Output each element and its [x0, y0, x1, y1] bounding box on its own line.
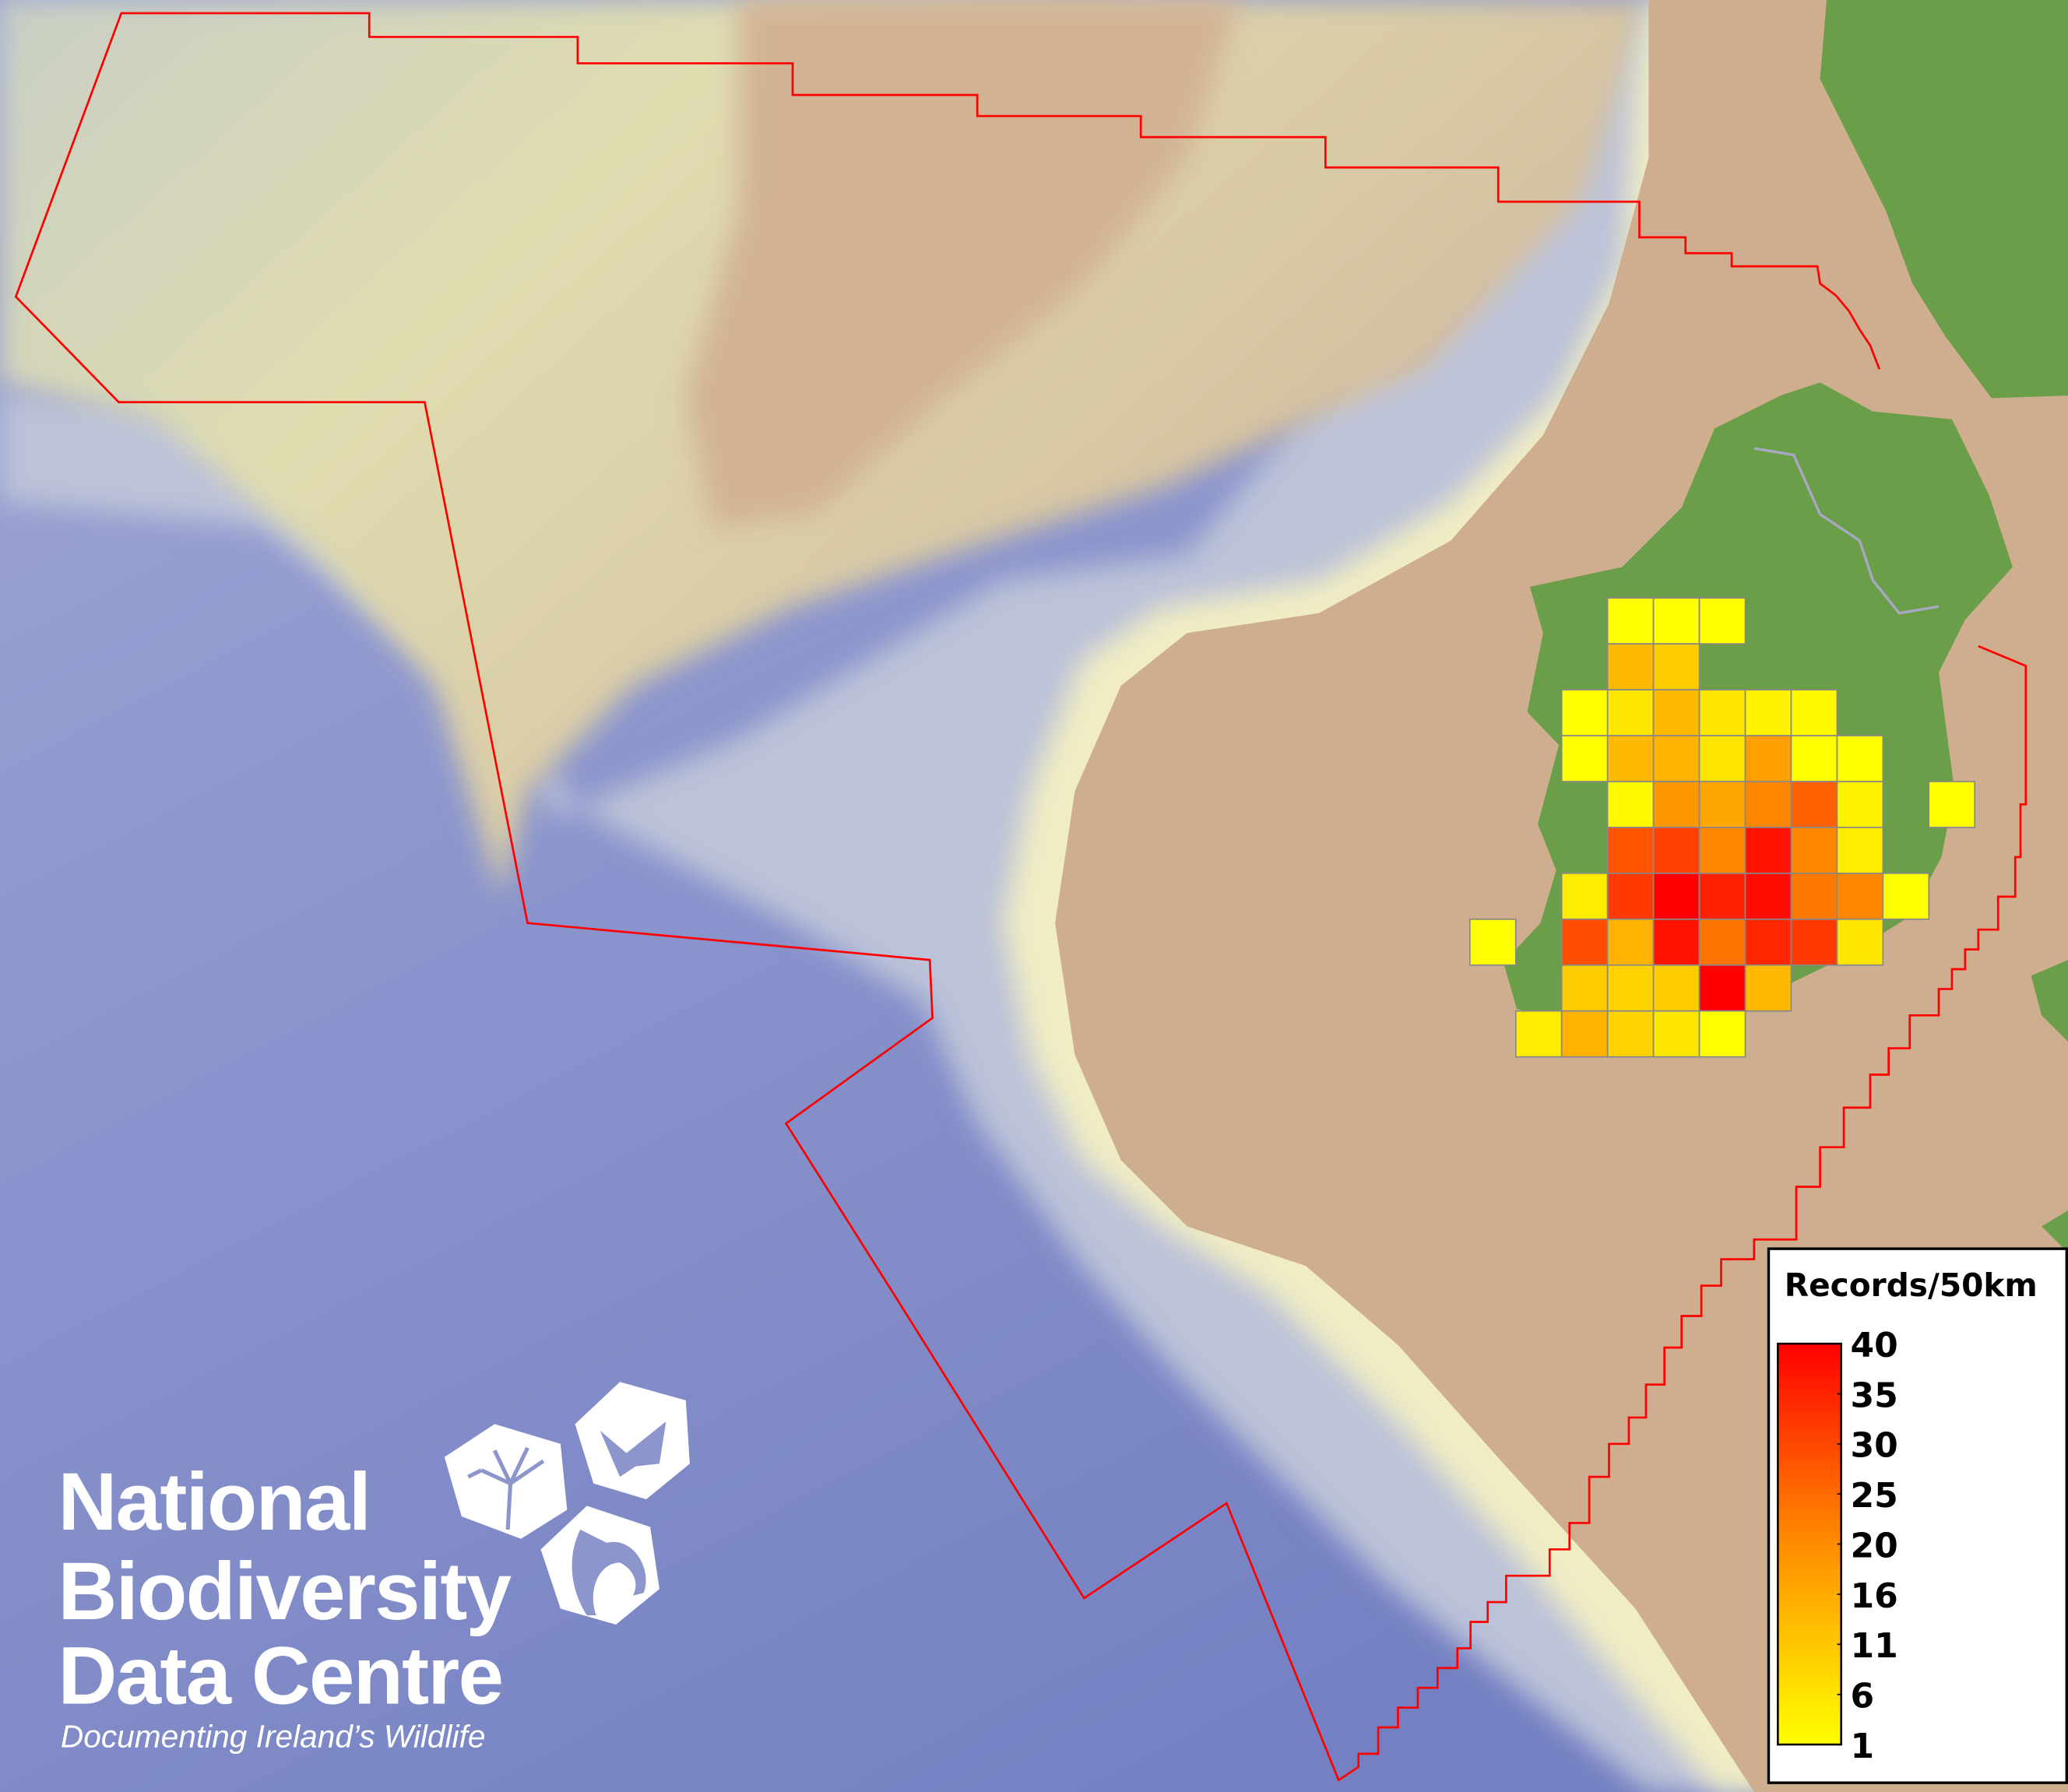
- grid-cell: [1698, 1010, 1746, 1058]
- legend-tick-label: 20: [1851, 1526, 1898, 1565]
- grid-cell: [1836, 918, 1884, 966]
- grid-cell: [1560, 918, 1609, 966]
- scotland-landmass: [1820, 0, 2068, 399]
- legend-title: Records/50km: [1785, 1267, 2038, 1304]
- legend-tick-label: 40: [1851, 1326, 1898, 1365]
- grid-cell: [1652, 735, 1700, 782]
- grid-cell: [1744, 918, 1792, 966]
- grid-cell: [1560, 1010, 1609, 1058]
- grid-cell: [1698, 781, 1746, 828]
- grid-cell: [1606, 873, 1655, 920]
- grid-cell: [1606, 964, 1655, 1012]
- grid-cell: [1560, 735, 1609, 782]
- grid-cell: [1928, 781, 1976, 828]
- tree-icon: [444, 1424, 568, 1539]
- shelf-tan-north: [685, 0, 1240, 528]
- grid-cell: [1606, 643, 1655, 690]
- grid-cell: [1882, 873, 1930, 920]
- legend: Records/50km 40 35 30 25 20 16 11 6 1: [1767, 1247, 2068, 1784]
- grid-cell: [1606, 735, 1655, 782]
- legend-tick-label: 30: [1851, 1426, 1898, 1466]
- grid-cell: [1698, 827, 1746, 874]
- grid-cell: [1652, 918, 1700, 966]
- legend-tick-label: 6: [1851, 1677, 1875, 1716]
- grid-cell: [1560, 689, 1609, 736]
- grid-cell: [1652, 1010, 1700, 1058]
- grid-cell: [1744, 873, 1792, 920]
- grid-cell: [1836, 735, 1884, 782]
- logo-line-biodiversity: Biodiversity: [58, 1546, 512, 1637]
- grid-cell: [1836, 873, 1884, 920]
- grid-cell: [1652, 643, 1700, 690]
- grid-cell: [1698, 689, 1746, 736]
- grid-cell: [1744, 689, 1792, 736]
- grid-cell: [1652, 873, 1700, 920]
- logo-tagline: Documenting Ireland’s Wildlife: [61, 1718, 486, 1754]
- grid-cell: [1698, 918, 1746, 966]
- grid-cell: [1790, 827, 1838, 874]
- grid-cell: [1698, 735, 1746, 782]
- northern-ireland-border: [1753, 447, 1940, 615]
- grid-cell: [1836, 781, 1884, 828]
- grid-cell: [1560, 964, 1609, 1012]
- grid-cell: [1652, 827, 1700, 874]
- eez-boundary-line: [14, 12, 2028, 1782]
- grid-cell: [1698, 873, 1746, 920]
- grid-cell: [1652, 689, 1700, 736]
- legend-tick-label: 25: [1851, 1476, 1898, 1516]
- grid-cell: [1514, 1010, 1563, 1058]
- grid-cell: [1606, 781, 1655, 828]
- grid-cell: [1468, 918, 1517, 966]
- legend-tick-label: 11: [1851, 1626, 1898, 1666]
- grid-cell: [1652, 597, 1700, 645]
- grid-cell: [1606, 827, 1655, 874]
- logo-line-data-centre: Data Centre: [58, 1631, 503, 1722]
- grid-cell: [1790, 918, 1838, 966]
- grid-cell: [1606, 689, 1655, 736]
- grid-cell: [1744, 964, 1792, 1012]
- grid-cell: [1698, 597, 1746, 645]
- grid-cell: [1744, 781, 1792, 828]
- records-grid: [1468, 597, 1976, 1058]
- nbdc-logo: National Biodiversity Data Centre Docume…: [58, 1382, 690, 1754]
- legend-tick-label: 16: [1851, 1576, 1898, 1616]
- wales-landmass: [2031, 960, 2068, 1253]
- grid-cell: [1790, 735, 1838, 782]
- grid-cell: [1606, 1010, 1655, 1058]
- grid-cell: [1606, 597, 1655, 645]
- grid-cell: [1790, 689, 1838, 736]
- seahorse-icon: [540, 1506, 659, 1625]
- legend-tick-label: 1: [1851, 1727, 1875, 1766]
- grid-cell: [1560, 873, 1609, 920]
- grid-cell: [1698, 964, 1746, 1012]
- grid-cell: [1744, 735, 1792, 782]
- legend-tick-label: 35: [1851, 1376, 1898, 1415]
- grid-cell: [1836, 827, 1884, 874]
- grid-cell: [1606, 918, 1655, 966]
- grid-cell: [1652, 781, 1700, 828]
- butterfly-icon: [575, 1382, 690, 1499]
- grid-cell: [1652, 964, 1700, 1012]
- legend-color-bar: [1777, 1342, 1842, 1746]
- grid-cell: [1790, 781, 1838, 828]
- grid-cell: [1790, 873, 1838, 920]
- logo-line-national: National: [58, 1456, 371, 1548]
- grid-cell: [1744, 827, 1792, 874]
